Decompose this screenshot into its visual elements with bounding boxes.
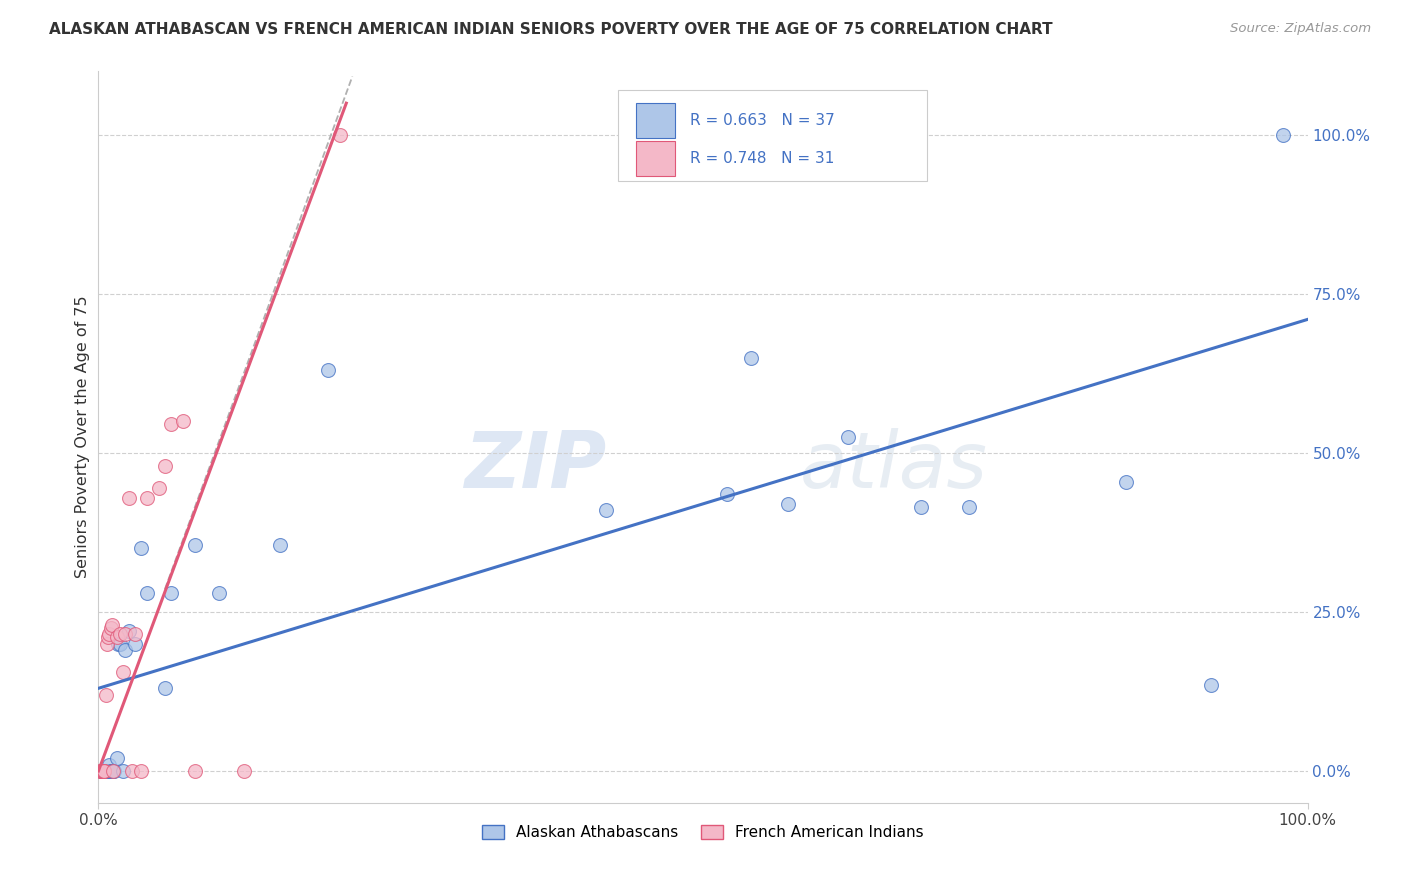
Point — [100, 621, 122, 635]
Point — [595, 503, 617, 517]
Point — [89, 764, 111, 778]
Point — [101, 764, 124, 778]
Point — [114, 643, 136, 657]
Point — [160, 586, 183, 600]
Point — [208, 586, 231, 600]
Point — [93, 764, 115, 778]
Point — [100, 617, 122, 632]
Point — [94, 764, 117, 778]
Point — [111, 665, 134, 680]
Point — [107, 637, 129, 651]
Point — [100, 764, 122, 778]
Point — [124, 637, 146, 651]
Point — [96, 637, 118, 651]
Text: Source: ZipAtlas.com: Source: ZipAtlas.com — [1230, 22, 1371, 36]
Point — [91, 764, 114, 778]
Point — [172, 414, 194, 428]
Point — [153, 458, 176, 473]
Point — [716, 487, 738, 501]
Point — [118, 624, 141, 638]
Text: ALASKAN ATHABASCAN VS FRENCH AMERICAN INDIAN SENIORS POVERTY OVER THE AGE OF 75 : ALASKAN ATHABASCAN VS FRENCH AMERICAN IN… — [49, 22, 1053, 37]
Point — [111, 764, 134, 778]
Point — [118, 491, 141, 505]
Point — [184, 764, 207, 778]
Point — [910, 500, 932, 514]
Point — [91, 764, 114, 778]
Point — [316, 363, 339, 377]
Point — [114, 627, 136, 641]
Point — [94, 688, 117, 702]
Point — [232, 764, 254, 778]
Point — [103, 764, 125, 778]
Point — [101, 764, 124, 778]
Point — [90, 764, 112, 778]
Point — [329, 128, 352, 142]
Point — [837, 430, 859, 444]
FancyBboxPatch shape — [619, 90, 927, 181]
Text: ZIP: ZIP — [464, 428, 606, 504]
Point — [124, 627, 146, 641]
Point — [93, 764, 115, 778]
Point — [91, 764, 114, 778]
Point — [135, 491, 157, 505]
Point — [91, 764, 114, 778]
FancyBboxPatch shape — [637, 103, 675, 137]
Point — [160, 417, 183, 432]
Point — [97, 764, 120, 778]
Text: R = 0.748   N = 31: R = 0.748 N = 31 — [690, 152, 834, 167]
Point — [93, 764, 115, 778]
Point — [96, 764, 118, 778]
Point — [1199, 678, 1222, 692]
Point — [121, 764, 143, 778]
Point — [97, 631, 120, 645]
Point — [129, 541, 152, 556]
Point — [776, 497, 799, 511]
Point — [90, 764, 112, 778]
Point — [98, 757, 121, 772]
Point — [100, 764, 122, 778]
Point — [108, 637, 131, 651]
Point — [98, 627, 121, 641]
Legend: Alaskan Athabascans, French American Indians: Alaskan Athabascans, French American Ind… — [477, 819, 929, 847]
Point — [1115, 475, 1137, 489]
Point — [108, 627, 131, 641]
Point — [105, 751, 128, 765]
Point — [184, 538, 207, 552]
Point — [135, 586, 157, 600]
Point — [1272, 128, 1295, 142]
Point — [153, 681, 176, 696]
Point — [105, 631, 128, 645]
Point — [91, 764, 114, 778]
Point — [91, 764, 114, 778]
FancyBboxPatch shape — [637, 141, 675, 177]
Point — [269, 538, 291, 552]
Point — [740, 351, 762, 365]
Text: atlas: atlas — [800, 428, 987, 504]
Text: R = 0.663   N = 37: R = 0.663 N = 37 — [690, 112, 834, 128]
Point — [957, 500, 980, 514]
Point — [148, 481, 170, 495]
Y-axis label: Seniors Poverty Over the Age of 75: Seniors Poverty Over the Age of 75 — [75, 296, 90, 578]
Point — [129, 764, 152, 778]
